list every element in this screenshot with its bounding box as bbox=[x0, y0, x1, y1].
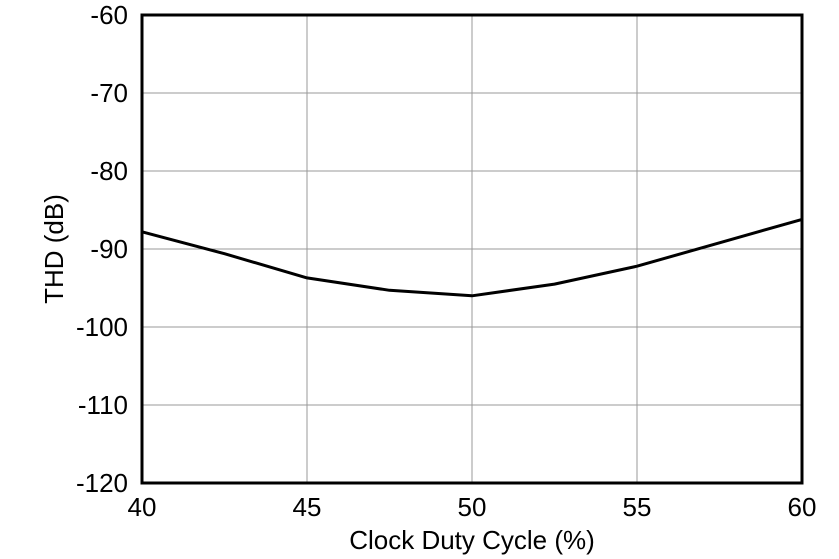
y-tick-label: -80 bbox=[90, 156, 128, 186]
plot-border bbox=[140, 13, 804, 485]
x-tick-label: 40 bbox=[127, 492, 157, 522]
y-tick-label: -110 bbox=[77, 390, 128, 420]
gridlines bbox=[142, 15, 802, 483]
y-tick-label: -120 bbox=[75, 468, 128, 498]
thd-curve bbox=[141, 217, 803, 298]
y-axis-title: THD (dB) bbox=[39, 194, 69, 304]
y-tick-label: -60 bbox=[90, 0, 128, 30]
y-tick-label: -100 bbox=[75, 312, 128, 342]
x-tick-label: 55 bbox=[622, 492, 652, 522]
x-axis-title: Clock Duty Cycle (%) bbox=[349, 525, 595, 555]
x-tick-label: 45 bbox=[292, 492, 322, 522]
x-tick-label: 50 bbox=[457, 492, 487, 522]
y-tick-label: -90 bbox=[90, 234, 128, 264]
x-tick-label: 60 bbox=[787, 492, 817, 522]
y-tick-label: -70 bbox=[90, 78, 128, 108]
